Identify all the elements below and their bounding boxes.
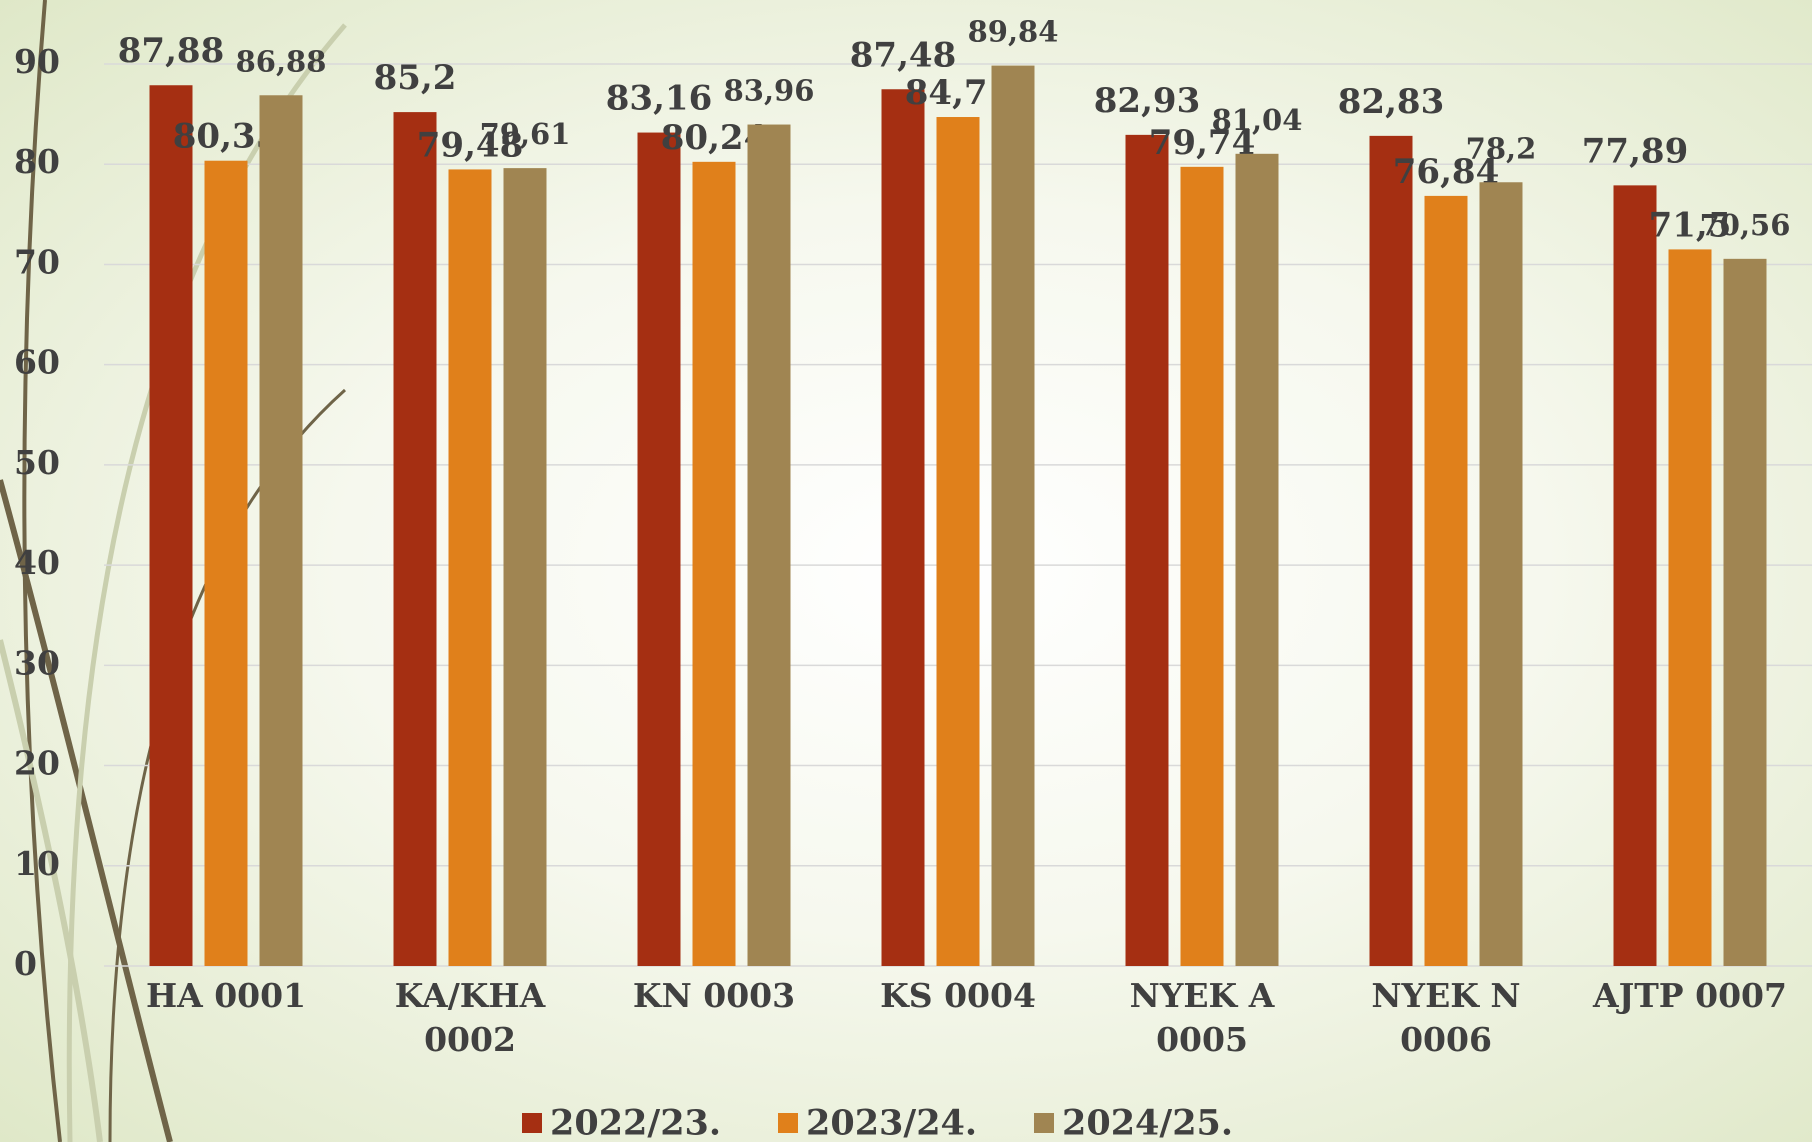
bar [1235,153,1279,966]
y-tick-label: 50 [14,443,60,482]
bar [1479,182,1523,967]
data-label: 82,93 [1094,81,1200,121]
y-tick-label: 40 [14,543,60,582]
bar [1613,185,1657,966]
bar [393,112,437,966]
data-label: 89,84 [968,15,1059,49]
legend-label: 2024/25. [1062,1103,1233,1142]
bar [747,124,791,966]
data-label: 87,88 [118,31,224,71]
data-label: 86,88 [236,44,327,78]
bar [991,65,1035,966]
bar [1723,258,1767,966]
legend-label: 2022/23. [550,1103,721,1142]
x-tick-label: NYEK A 0005 [1129,976,1275,1059]
y-tick-label: 80 [14,142,60,181]
bar [1668,249,1712,966]
legend-swatch [1034,1113,1054,1133]
bar [448,169,492,966]
y-tick-label: 70 [14,242,60,281]
x-tick-label: KN 0003 [632,976,796,1015]
y-tick-label: 90 [14,42,60,81]
data-label: 83,16 [606,79,712,119]
bar [1180,166,1224,966]
data-label: 70,56 [1700,208,1791,242]
bar [1424,195,1468,966]
legend-swatch [778,1113,798,1133]
data-label: 77,89 [1582,131,1688,171]
legend-label: 2023/24. [806,1103,977,1142]
bar [503,168,547,967]
bar [936,117,980,966]
x-tick-label: AJTP 0007 [1593,976,1787,1015]
data-label: 79,48 [417,125,523,165]
y-tick-label: 60 [14,343,60,382]
data-label: 82,83 [1338,82,1444,122]
bar [692,161,736,966]
bar [259,95,303,966]
y-tick-label: 10 [14,844,60,883]
data-label: 81,04 [1212,103,1303,137]
bar [637,132,681,966]
bar [1125,134,1169,966]
data-label: 87,48 [850,35,956,75]
bar [204,160,248,966]
data-label: 83,96 [724,74,815,108]
x-tick-label: KA/KHA 0002 [394,976,546,1059]
legend-swatch [522,1113,542,1133]
y-tick-label: 20 [14,744,60,783]
bar [149,85,193,966]
bar [1369,135,1413,967]
data-label: 79,61 [480,117,571,151]
x-tick-label: NYEK N 0006 [1371,976,1521,1059]
data-label: 71,5 [1649,205,1732,245]
data-label: 78,2 [1466,131,1537,165]
data-label: 85,2 [374,58,457,98]
x-tick-label: KS 0004 [880,976,1036,1015]
y-tick-label: 0 [14,944,37,983]
bar [881,89,925,967]
y-tick-label: 30 [14,643,60,682]
x-tick-label: HA 0001 [145,976,307,1015]
